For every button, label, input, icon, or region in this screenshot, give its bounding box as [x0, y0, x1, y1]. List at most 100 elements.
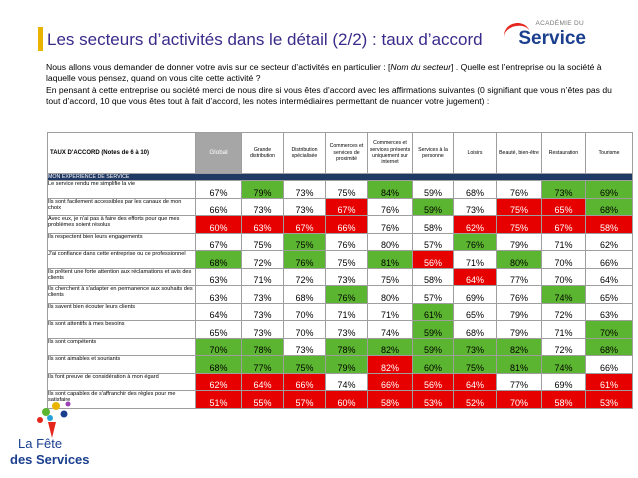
table-row: Ils sont facilement accessibles par les … — [47, 197, 633, 216]
column-header: Services à la personne — [412, 132, 454, 174]
row-label: Ils font preuve de considération à mon é… — [47, 372, 196, 391]
value-cell: 71% — [541, 232, 586, 251]
value-cell: 57% — [283, 390, 326, 409]
section-row: MON EXPERIENCE DE SERVICE — [47, 173, 633, 181]
table-corner-label: TAUX D'ACCORD (Notes de 6 à 10) — [47, 132, 196, 174]
value-cell: 73% — [283, 197, 326, 216]
value-cell: 66% — [195, 197, 242, 216]
value-cell: 70% — [541, 267, 586, 286]
value-cell: 73% — [453, 197, 497, 216]
value-cell: 75% — [241, 232, 284, 251]
column-header: Loisirs — [453, 132, 497, 174]
table-row: Ils cherchent à s'adapter en permanence … — [47, 285, 633, 304]
row-label: Le service rendu me simplifie la vie — [47, 180, 196, 199]
value-cell: 66% — [283, 372, 326, 391]
value-cell: 70% — [195, 337, 242, 356]
value-cell: 75% — [283, 232, 326, 251]
confetti-icon — [37, 401, 71, 438]
value-cell: 82% — [367, 355, 413, 374]
agreement-table: TAUX D'ACCORD (Notes de 6 à 10) Global Gr… — [47, 132, 633, 409]
value-cell: 73% — [241, 302, 284, 321]
row-label: Ils prêtent une forte attention aux récl… — [47, 267, 196, 286]
academie-du-service-logo: ACADÉMIE DU Service — [501, 20, 592, 52]
value-cell: 79% — [496, 320, 542, 339]
value-cell: 72% — [283, 267, 326, 286]
row-label: Ils sont attentifs à mes besoins — [47, 320, 196, 339]
intro-paragraph-1: Nous allons vous demander de donner votr… — [46, 62, 628, 85]
column-header: Tourisme — [585, 132, 633, 174]
value-cell: 69% — [541, 372, 586, 391]
value-cell: 75% — [325, 250, 368, 269]
value-cell: 70% — [283, 302, 326, 321]
value-cell: 67% — [195, 180, 242, 199]
value-cell: 67% — [195, 232, 242, 251]
value-cell: 78% — [241, 337, 284, 356]
value-cell: 71% — [325, 302, 368, 321]
value-cell: 58% — [585, 215, 633, 234]
value-cell: 53% — [585, 390, 633, 409]
value-cell: 57% — [412, 232, 454, 251]
intro-text: Nous allons vous demander de donner votr… — [46, 62, 628, 107]
column-header: Grande distribution — [241, 132, 284, 174]
value-cell: 76% — [496, 285, 542, 304]
value-cell: 58% — [541, 390, 586, 409]
value-cell: 66% — [585, 355, 633, 374]
table-row: Ils sont compétents 70% 78% 73% 78% 82% 59% 73%… — [47, 337, 633, 356]
value-cell: 65% — [453, 302, 497, 321]
value-cell: 60% — [325, 390, 368, 409]
value-cell: 60% — [412, 355, 454, 374]
value-cell: 82% — [496, 337, 542, 356]
value-cell: 73% — [325, 267, 368, 286]
value-cell: 73% — [541, 180, 586, 199]
value-cell: 68% — [585, 197, 633, 216]
section-label: MON EXPERIENCE DE SERVICE — [47, 173, 633, 181]
column-header: Beauté, bien-être — [496, 132, 542, 174]
value-cell: 60% — [195, 215, 242, 234]
value-cell: 71% — [541, 320, 586, 339]
value-cell: 80% — [496, 250, 542, 269]
value-cell: 69% — [585, 180, 633, 199]
value-cell: 70% — [585, 320, 633, 339]
value-cell: 68% — [453, 320, 497, 339]
row-label: Ils sont facilement accessibles par les … — [47, 197, 196, 216]
column-header: Distribution spécialisée — [283, 132, 326, 174]
value-cell: 64% — [453, 372, 497, 391]
value-cell: 59% — [412, 197, 454, 216]
value-cell: 77% — [496, 372, 542, 391]
value-cell: 78% — [325, 337, 368, 356]
value-cell: 73% — [241, 320, 284, 339]
page-title: Les secteurs d’activités dans le détail … — [47, 30, 483, 49]
value-cell: 76% — [367, 197, 413, 216]
value-cell: 73% — [283, 337, 326, 356]
value-cell: 61% — [585, 372, 633, 391]
value-cell: 76% — [283, 250, 326, 269]
value-cell: 66% — [325, 215, 368, 234]
value-cell: 73% — [325, 320, 368, 339]
value-cell: 56% — [412, 250, 454, 269]
value-cell: 72% — [541, 337, 586, 356]
value-cell: 81% — [367, 250, 413, 269]
value-cell: 56% — [412, 372, 454, 391]
value-cell: 72% — [541, 302, 586, 321]
table-row: Ils sont capables de s'affranchir des rè… — [47, 390, 633, 409]
value-cell: 75% — [325, 180, 368, 199]
value-cell: 68% — [195, 355, 242, 374]
value-cell: 73% — [283, 180, 326, 199]
logo-big-text: Service — [518, 28, 586, 49]
value-cell: 74% — [325, 372, 368, 391]
value-cell: 76% — [325, 232, 368, 251]
value-cell: 64% — [195, 302, 242, 321]
value-cell: 71% — [241, 267, 284, 286]
value-cell: 64% — [241, 372, 284, 391]
value-cell: 57% — [412, 285, 454, 304]
table-row: Ils prêtent une forte attention aux récl… — [47, 267, 633, 286]
value-cell: 70% — [541, 250, 586, 269]
table-row: Le service rendu me simplifie la vie 67% 7… — [47, 180, 633, 199]
value-cell: 81% — [496, 355, 542, 374]
row-label: Ils savent bien écouter leurs clients — [47, 302, 196, 321]
value-cell: 72% — [241, 250, 284, 269]
value-cell: 75% — [496, 215, 542, 234]
value-cell: 71% — [453, 250, 497, 269]
value-cell: 64% — [453, 267, 497, 286]
value-cell: 80% — [367, 232, 413, 251]
